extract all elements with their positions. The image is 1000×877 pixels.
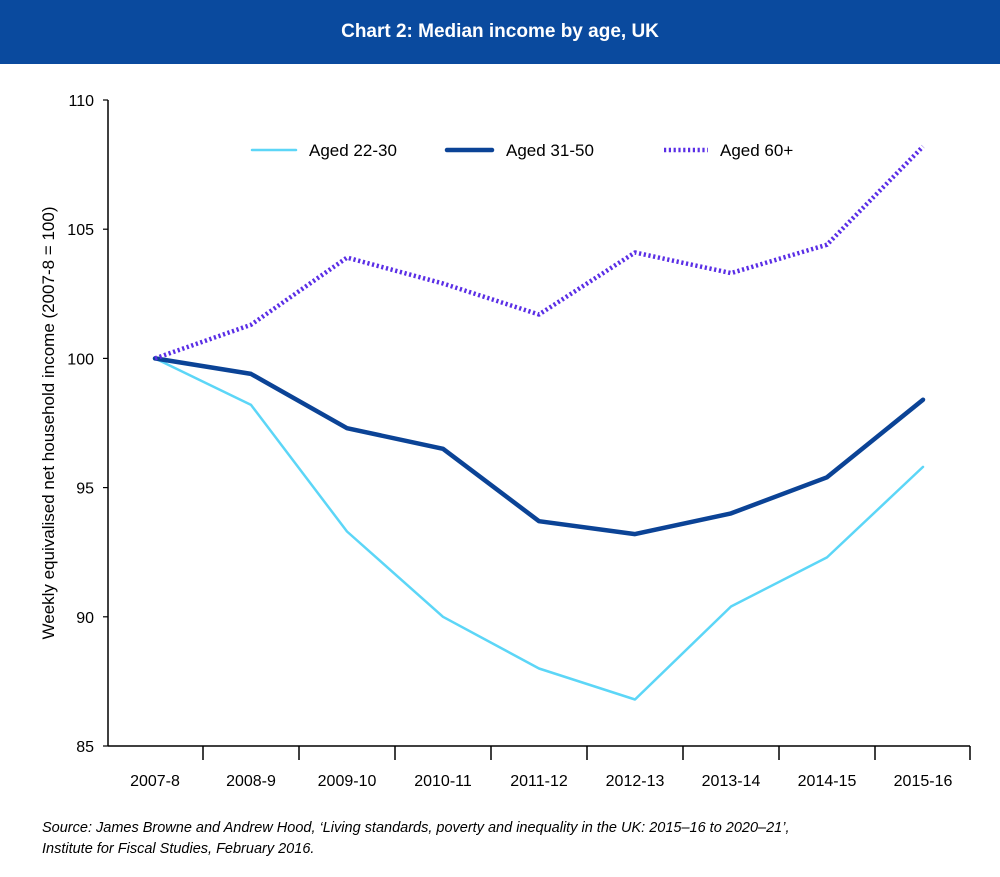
line-chart: 85 90 95 100 105 110 2007-8 2008-9 2009-10 2010-1…	[39, 93, 971, 790]
x-tick-label: 2015-16	[894, 773, 953, 790]
source-note: Source: James Browne and Andrew Hood, ‘L…	[42, 818, 972, 860]
y-tick-label: 105	[67, 222, 94, 239]
y-axis-label: Weekly equivalised net household income …	[39, 207, 58, 640]
x-tick-label: 2012-13	[606, 773, 665, 790]
x-tick-label: 2014-15	[798, 773, 857, 790]
legend-label-1: Aged 31-50	[506, 141, 594, 160]
x-tick-label: 2010-11	[414, 773, 472, 790]
chart-title-bar: Chart 2: Median income by age, UK	[0, 0, 1000, 64]
y-tick-label: 110	[68, 93, 94, 110]
x-tick-label: 2007-8	[130, 773, 180, 790]
x-tick-label: 2011-12	[510, 773, 568, 790]
x-tick-label: 2013-14	[702, 773, 761, 790]
y-tick-label: 85	[76, 739, 94, 756]
legend-label-2: Aged 60+	[720, 141, 793, 160]
x-tick-label: 2009-10	[318, 773, 377, 790]
source-line-2: Institute for Fiscal Studies, February 2…	[42, 841, 315, 857]
y-tick-label: 90	[76, 610, 94, 627]
series-line-1	[152, 356, 926, 537]
series-line-0	[153, 357, 925, 701]
y-tick-label: 95	[76, 481, 94, 498]
source-line-1: Source: James Browne and Andrew Hood, ‘L…	[42, 820, 790, 836]
legend-label-0: Aged 22-30	[309, 141, 397, 160]
chart-title: Chart 2: Median income by age, UK	[341, 21, 659, 42]
y-tick-label: 100	[67, 351, 94, 368]
x-tick-label: 2008-9	[226, 773, 276, 790]
series-line-2	[154, 144, 925, 361]
